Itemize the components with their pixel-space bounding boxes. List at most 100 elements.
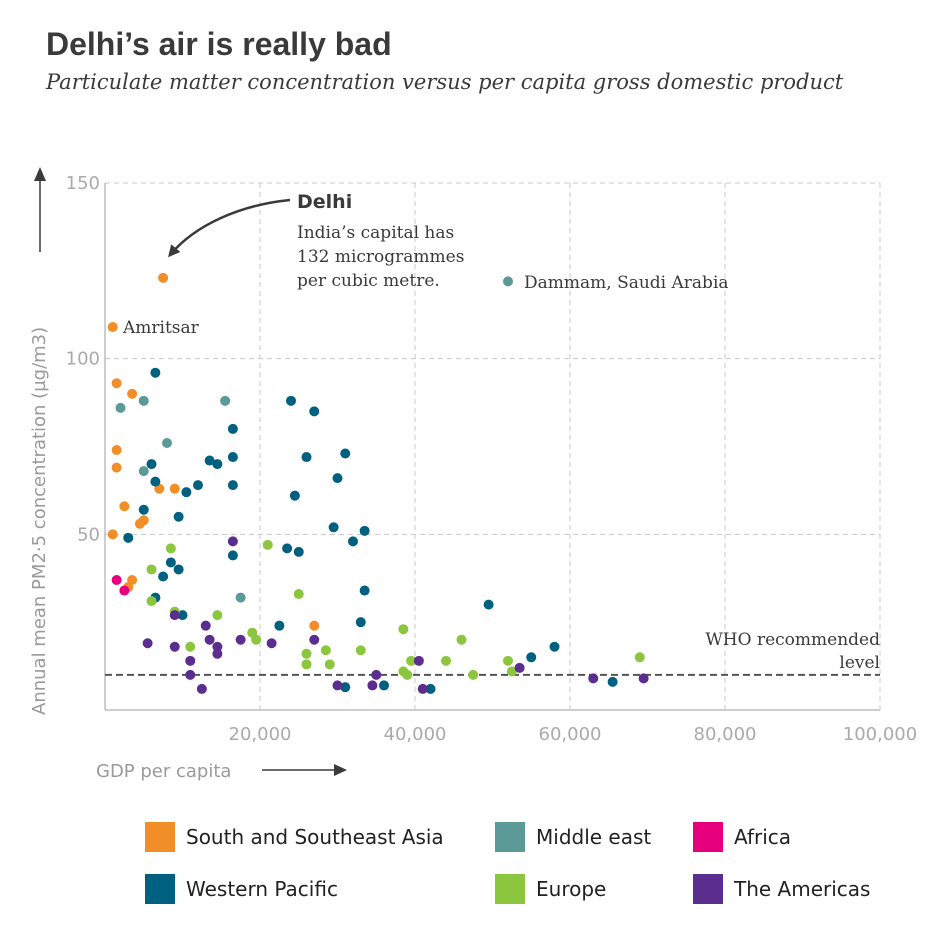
delhi-annotation-line-2: 132 microgrammes	[297, 247, 464, 267]
data-point-the-americas	[309, 634, 320, 645]
data-point-western-pacific	[274, 620, 285, 631]
delhi-annotation-line-3: per cubic metre.	[297, 271, 440, 291]
data-point-western-pacific	[173, 564, 184, 575]
legend-swatch	[145, 874, 175, 904]
data-point-the-americas	[142, 638, 153, 649]
data-point-europe	[355, 645, 366, 656]
delhi-annotation-title: Delhi	[297, 191, 352, 213]
data-point-western-pacific	[146, 459, 157, 470]
data-point-western-pacific	[138, 504, 149, 515]
data-point-the-americas	[367, 680, 378, 691]
data-point-europe	[320, 645, 331, 656]
data-point-middle-east	[138, 395, 149, 406]
data-point-western-pacific	[193, 480, 203, 491]
data-point-western-pacific	[212, 459, 223, 470]
legend-label: Europe	[536, 877, 607, 901]
data-point-middle-east	[220, 395, 231, 406]
data-point-the-americas	[169, 610, 180, 621]
data-point-europe	[468, 669, 479, 680]
data-point-europe	[456, 634, 467, 645]
data-point-the-americas	[227, 536, 238, 547]
legend-item-the-americas: The Americas	[693, 874, 870, 904]
data-point-europe	[301, 659, 312, 670]
data-point-western-pacific	[348, 536, 358, 547]
data-point-africa	[119, 585, 130, 596]
data-point-western-pacific	[607, 676, 618, 687]
data-point-europe	[503, 655, 513, 666]
x-axis-title: GDP per capita	[96, 761, 231, 782]
data-point-western-pacific	[359, 585, 370, 596]
legend-item-europe: Europe	[495, 874, 606, 904]
data-point-the-americas	[638, 673, 649, 684]
data-point-middle-east	[235, 592, 246, 603]
data-point-europe	[262, 539, 273, 550]
data-point-europe	[293, 589, 304, 600]
data-point-western-pacific	[227, 423, 238, 434]
data-point-the-americas	[235, 634, 246, 645]
data-point-the-americas	[417, 683, 428, 694]
dammam-label: Dammam, Saudi Arabia	[524, 273, 729, 293]
legend-swatch	[495, 822, 525, 852]
data-point-western-pacific	[293, 546, 304, 557]
legend-swatch	[145, 822, 175, 852]
data-point-the-americas	[212, 641, 223, 652]
data-point-the-americas	[266, 638, 277, 649]
y-tick-label: 100	[66, 349, 100, 370]
data-point-europe	[634, 652, 645, 663]
legend-item-africa: Africa	[693, 822, 791, 852]
data-point-south-and-southeast-asia	[111, 445, 122, 456]
data-point-western-pacific	[177, 610, 188, 621]
data-point-western-pacific	[328, 522, 339, 533]
data-point-europe	[212, 610, 223, 621]
data-point-the-americas	[413, 655, 424, 666]
data-point-europe	[185, 641, 196, 652]
data-point-western-pacific	[181, 487, 192, 498]
who-label-line-1: WHO recommended	[705, 630, 880, 650]
data-point-western-pacific	[150, 476, 161, 487]
legend-item-western-pacific: Western Pacific	[145, 874, 338, 904]
delhi-annotation-line-1: India’s capital has	[297, 223, 454, 243]
data-point-europe	[402, 669, 413, 680]
data-point-western-pacific	[227, 480, 238, 491]
data-point-western-pacific	[359, 525, 370, 536]
legend-label: Middle east	[536, 825, 652, 849]
data-point-western-pacific	[309, 406, 320, 417]
data-point-the-americas	[332, 680, 343, 691]
data-point-the-americas	[514, 662, 525, 673]
legend-label: Africa	[734, 825, 792, 849]
y-axis-title: Annual mean PM2·5 concentration (µg/m3)	[29, 327, 50, 715]
data-point-south-and-southeast-asia	[158, 272, 169, 283]
legend-item-middle-east: Middle east	[495, 822, 651, 852]
data-point-south-and-southeast-asia	[119, 501, 130, 512]
who-label-line-2: level	[839, 653, 880, 673]
data-point-western-pacific	[340, 682, 351, 693]
y-axis-arrow-head	[34, 167, 46, 181]
x-tick-label: 80,000	[694, 724, 757, 745]
legend-label: Western Pacific	[186, 877, 338, 901]
x-tick-label: 60,000	[539, 724, 602, 745]
data-point-western-pacific	[227, 452, 238, 463]
data-point-western-pacific	[526, 652, 537, 663]
data-point-south-and-southeast-asia	[111, 462, 122, 473]
data-point-south-and-southeast-asia	[107, 529, 118, 540]
data-point-europe	[324, 659, 335, 670]
legend-label: South and Southeast Asia	[186, 825, 444, 849]
data-point-western-pacific	[425, 683, 436, 694]
data-point-western-pacific	[123, 532, 134, 543]
data-point-south-and-southeast-asia	[309, 620, 320, 631]
data-point-the-americas	[371, 669, 382, 680]
data-point-western-pacific	[332, 473, 343, 484]
data-point-south-and-southeast-asia	[169, 483, 180, 494]
chart-title: Delhi’s air is really bad	[46, 26, 392, 62]
data-point-western-pacific	[150, 367, 161, 378]
data-point-the-americas	[588, 673, 599, 684]
x-axis-arrow-head	[334, 764, 347, 776]
data-point-south-and-southeast-asia	[134, 518, 145, 529]
data-point-western-pacific	[549, 641, 560, 652]
data-point-africa	[111, 575, 122, 586]
data-point-europe	[251, 634, 262, 645]
data-point-western-pacific	[165, 557, 176, 568]
x-tick-label: 20,000	[229, 724, 292, 745]
data-point-europe	[406, 655, 417, 666]
data-point-middle-east	[162, 437, 172, 448]
